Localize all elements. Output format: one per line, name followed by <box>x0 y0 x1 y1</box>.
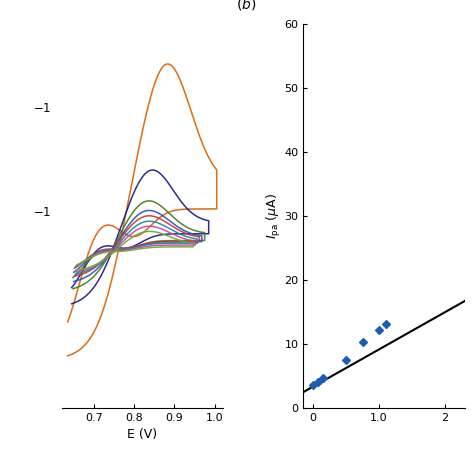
Text: $(b)$: $(b)$ <box>236 0 256 12</box>
Point <box>342 356 350 364</box>
Point <box>315 378 322 386</box>
Point <box>310 382 317 389</box>
Point <box>375 326 383 333</box>
Point <box>319 374 327 382</box>
Point <box>359 338 366 346</box>
Text: $-1$: $-1$ <box>33 102 51 115</box>
Text: $-1$: $-1$ <box>33 206 51 219</box>
X-axis label: E (V): E (V) <box>127 428 157 441</box>
Point <box>382 321 389 328</box>
Y-axis label: $I_{\mathrm{pa}}$ ($\mu$A): $I_{\mathrm{pa}}$ ($\mu$A) <box>265 192 283 239</box>
